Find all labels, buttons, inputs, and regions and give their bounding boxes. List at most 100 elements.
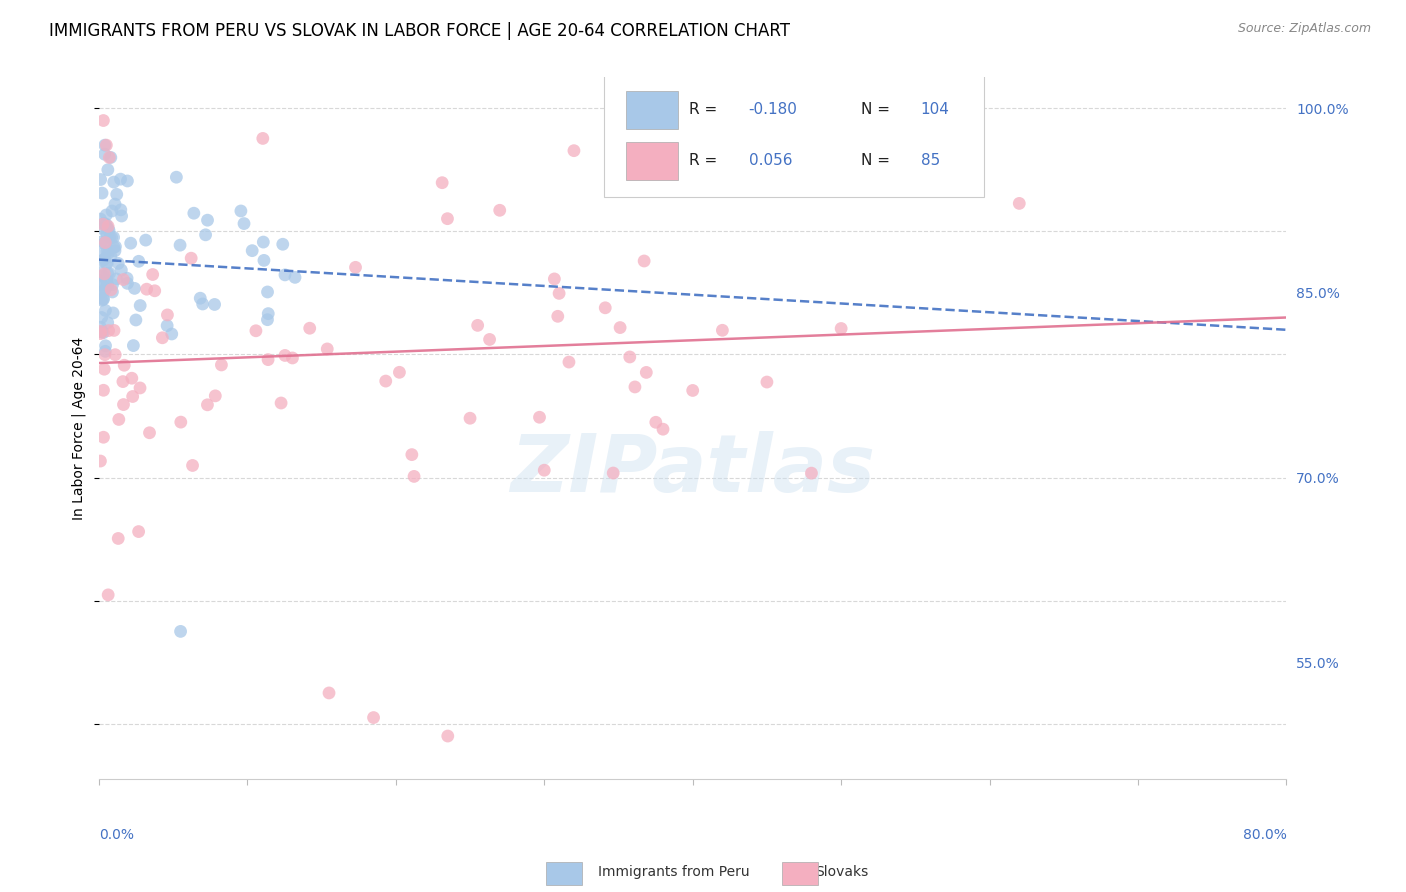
Point: [298, 321, 321, 335]
Text: 80.0%: 80.0%: [1243, 829, 1286, 842]
Point: [160, 326, 183, 341]
Text: ZIPatlas: ZIPatlas: [510, 432, 875, 509]
Point: [94, 339, 117, 353]
Point: [93, 147, 115, 161]
Point: [94, 282, 117, 296]
Point: [533, 463, 555, 477]
Point: [120, 236, 142, 251]
Point: [104, 244, 127, 258]
Point: [101, 306, 124, 320]
Point: [122, 338, 145, 352]
Point: [609, 320, 631, 334]
Point: [91, 268, 114, 283]
Point: [124, 281, 146, 295]
Point: [711, 323, 734, 337]
Point: [98, 223, 121, 237]
Point: [96, 138, 118, 153]
Point: [624, 380, 647, 394]
Point: [755, 375, 778, 389]
Y-axis label: In Labor Force | Age 20-64: In Labor Force | Age 20-64: [72, 336, 86, 520]
Point: [89, 320, 111, 334]
Point: [284, 270, 307, 285]
Point: [107, 532, 129, 546]
Point: [104, 197, 127, 211]
Point: [93, 293, 115, 307]
Point: [128, 524, 150, 539]
Point: [112, 272, 135, 286]
Point: [104, 239, 127, 253]
Point: [101, 285, 124, 299]
Point: [547, 310, 569, 324]
Point: [344, 260, 367, 275]
Point: [619, 350, 641, 364]
Point: [402, 469, 425, 483]
Point: [558, 355, 581, 369]
Point: [89, 212, 111, 227]
FancyBboxPatch shape: [626, 91, 679, 128]
Point: [97, 222, 120, 236]
Point: [401, 448, 423, 462]
Point: [111, 209, 134, 223]
Point: [105, 272, 128, 286]
Text: N =: N =: [862, 103, 896, 117]
Point: [150, 331, 173, 345]
Point: [93, 384, 115, 398]
Point: [103, 240, 125, 254]
Point: [169, 238, 191, 252]
Point: [274, 348, 297, 362]
Point: [602, 466, 624, 480]
Point: [89, 266, 111, 280]
Point: [478, 333, 501, 347]
Point: [316, 342, 339, 356]
Point: [96, 227, 118, 241]
Point: [129, 381, 152, 395]
Point: [209, 358, 232, 372]
Point: [94, 138, 117, 153]
Point: [562, 144, 585, 158]
Point: [256, 285, 278, 299]
Point: [100, 151, 122, 165]
Text: Immigrants from Peru: Immigrants from Peru: [598, 865, 749, 880]
Text: 0.056: 0.056: [748, 153, 792, 169]
Point: [529, 410, 551, 425]
FancyBboxPatch shape: [603, 74, 984, 197]
Point: [430, 176, 453, 190]
Point: [105, 187, 128, 202]
Point: [257, 307, 280, 321]
Point: [94, 348, 117, 362]
Point: [91, 325, 114, 339]
Point: [129, 299, 152, 313]
Point: [257, 352, 280, 367]
Point: [91, 186, 114, 200]
Point: [256, 312, 278, 326]
Point: [363, 710, 385, 724]
Text: 0.0%: 0.0%: [98, 829, 134, 842]
Point: [467, 318, 489, 333]
Point: [103, 230, 125, 244]
Point: [135, 233, 157, 247]
Point: [110, 202, 132, 217]
Point: [110, 172, 132, 186]
Point: [436, 729, 458, 743]
Point: [96, 244, 118, 259]
Point: [197, 213, 219, 227]
Point: [800, 466, 823, 480]
Point: [89, 235, 111, 250]
Point: [100, 249, 122, 263]
Point: [89, 454, 111, 468]
Point: [90, 326, 112, 341]
Point: [97, 267, 120, 281]
Point: [96, 273, 118, 287]
Point: [636, 366, 658, 380]
Point: [117, 174, 139, 188]
Point: [90, 293, 112, 308]
FancyBboxPatch shape: [626, 142, 679, 180]
Point: [103, 323, 125, 337]
Point: [165, 170, 187, 185]
Point: [98, 267, 121, 281]
Point: [111, 375, 134, 389]
Point: [98, 230, 121, 244]
Point: [183, 206, 205, 220]
Point: [125, 313, 148, 327]
Point: [103, 175, 125, 189]
